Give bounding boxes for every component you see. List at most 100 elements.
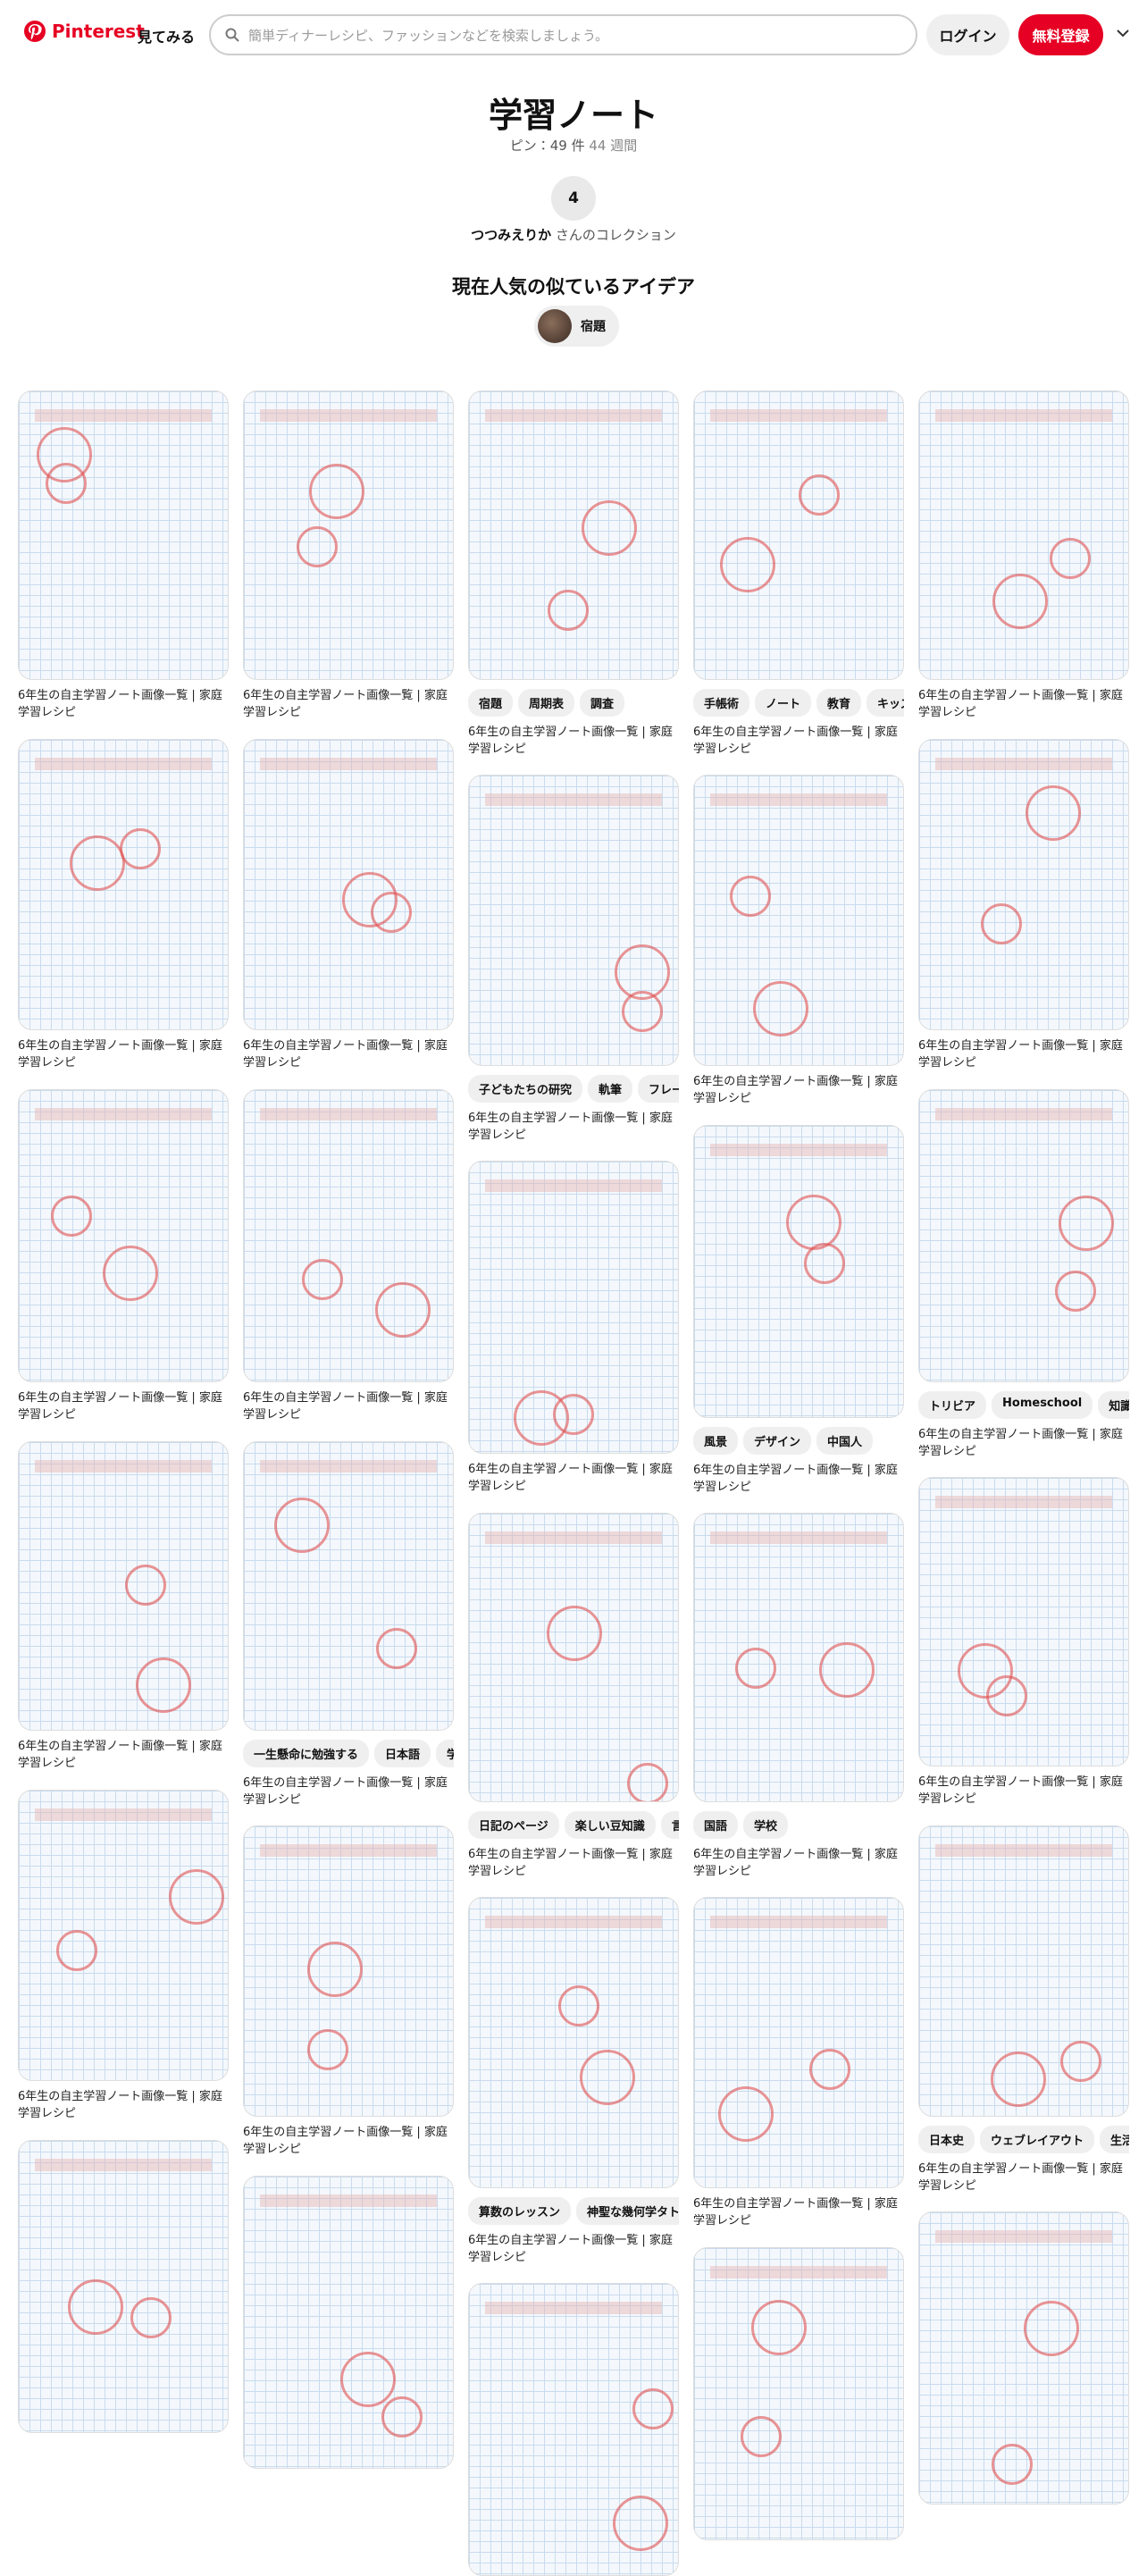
- tag-chip[interactable]: フレーズ: [638, 1075, 679, 1103]
- pin-image[interactable]: [918, 1089, 1129, 1382]
- pin-image[interactable]: [468, 1161, 679, 1454]
- pin[interactable]: 算数のレッスン神聖な幾何学タトゥ 6年生の自主学習ノート画像一覧 | 家庭学習レシ…: [468, 1897, 679, 2266]
- pin-image[interactable]: [18, 1089, 229, 1382]
- logo[interactable]: Pinterest: [23, 20, 145, 43]
- pin-image[interactable]: [468, 390, 679, 680]
- pin-image[interactable]: [693, 1897, 904, 2188]
- pin-image[interactable]: [918, 739, 1129, 1030]
- pin-image[interactable]: [18, 390, 229, 680]
- pin[interactable]: 日本史ウェブレイアウト生活の 6年生の自主学習ノート画像一覧 | 家庭学習レシピ: [918, 1825, 1129, 2194]
- pin[interactable]: 6年生の自主学習ノート画像一覧 | 家庭学習レシピ: [243, 1089, 454, 1423]
- pin-image[interactable]: [693, 1125, 904, 1418]
- pin-image[interactable]: [468, 1897, 679, 2188]
- tag-chip[interactable]: 算数のレッスン: [468, 2197, 572, 2225]
- pin[interactable]: [693, 2247, 904, 2540]
- search-box[interactable]: 簡単ディナーレシピ、ファッションなどを検索しましょう。: [209, 14, 917, 55]
- pin[interactable]: 6年生の自主学習ノート画像一覧 | 家庭学習レシピ: [243, 390, 454, 721]
- notebook-heading: [710, 409, 887, 422]
- tag-chip[interactable]: 知識: [1098, 1391, 1129, 1419]
- pin[interactable]: [18, 2140, 229, 2433]
- signup-button[interactable]: 無料登録: [1018, 14, 1103, 55]
- pin[interactable]: 6年生の自主学習ノート画像一覧 | 家庭学習レシピ: [693, 1897, 904, 2229]
- pin[interactable]: 6年生の自主学習ノート画像一覧 | 家庭学習レシピ: [18, 390, 229, 721]
- pin[interactable]: トリビア Homeschool 知識 6年生の自主学習ノート画像一覧 | 家庭学習レシ…: [918, 1089, 1129, 1460]
- pin[interactable]: 手帳術ノート教育キッズ 6年生の自主学習ノート画像一覧 | 家庭学習レシピ: [693, 390, 904, 758]
- tag-chip[interactable]: 風景: [693, 1427, 739, 1455]
- tag-chip[interactable]: ノート: [755, 689, 812, 717]
- pin-image[interactable]: [243, 1441, 454, 1731]
- pin[interactable]: 6年生の自主学習ノート画像一覧 | 家庭学習レシピ: [18, 1441, 229, 1772]
- pin-image[interactable]: [18, 2140, 229, 2433]
- tag-chip[interactable]: Homeschool: [992, 1391, 1093, 1419]
- pin-image[interactable]: [693, 1513, 904, 1802]
- login-button[interactable]: ログイン: [926, 14, 1009, 55]
- pin[interactable]: [468, 2283, 679, 2576]
- pin-image[interactable]: [18, 1441, 229, 1731]
- pin[interactable]: [918, 2211, 1129, 2505]
- tag-chip[interactable]: 手帳術: [693, 689, 750, 717]
- tag-chip[interactable]: 言語: [660, 1811, 679, 1839]
- idea-chip[interactable]: 宿題: [534, 306, 619, 347]
- pin[interactable]: 宿題 周期表 調査 6年生の自主学習ノート画像一覧 | 家庭学習レシピ: [468, 390, 679, 758]
- pin-image[interactable]: [918, 2211, 1129, 2505]
- notebook-heading: [35, 409, 212, 422]
- pin[interactable]: 6年生の自主学習ノート画像一覧 | 家庭学習レシピ: [18, 1089, 229, 1423]
- tag-chip[interactable]: 中国人: [816, 1427, 874, 1455]
- tag-chip[interactable]: 日本語: [374, 1740, 431, 1767]
- menu-chevron[interactable]: [1115, 25, 1131, 41]
- explore-link[interactable]: 見てみる: [138, 29, 196, 46]
- pin-image[interactable]: [468, 1513, 679, 1802]
- pin[interactable]: 6年生の自主学習ノート画像一覧 | 家庭学習レシピ: [18, 1790, 229, 2122]
- pin[interactable]: 6年生の自主学習ノート画像一覧 | 家庭学習レシピ: [918, 1477, 1129, 1808]
- pin-image[interactable]: [468, 2283, 679, 2576]
- pin[interactable]: 6年生の自主学習ノート画像一覧 | 家庭学習レシピ: [243, 1825, 454, 2158]
- pin[interactable]: 6年生の自主学習ノート画像一覧 | 家庭学習レシピ: [18, 739, 229, 1071]
- pin[interactable]: 国語 学校 6年生の自主学習ノート画像一覧 | 家庭学習レシピ: [693, 1513, 904, 1880]
- tag-chip[interactable]: 軌筆: [588, 1075, 633, 1103]
- pin[interactable]: 日記のページ楽しい豆知識言語 6年生の自主学習ノート画像一覧 | 家庭学習レシピ: [468, 1513, 679, 1880]
- tag-chip[interactable]: 教育: [816, 689, 862, 717]
- pin-image[interactable]: [468, 775, 679, 1066]
- pin[interactable]: 一生懸命に勉強する日本語学習 6年生の自主学習ノート画像一覧 | 家庭学習レシピ: [243, 1441, 454, 1808]
- tag-chip[interactable]: デザイン: [743, 1427, 812, 1455]
- pin-image[interactable]: [693, 390, 904, 680]
- tag-chip[interactable]: キッズ: [867, 689, 904, 717]
- tag-chip[interactable]: 生活の: [1100, 2126, 1129, 2153]
- tag-chip[interactable]: 日記のページ: [468, 1811, 559, 1839]
- pin-image[interactable]: [243, 1089, 454, 1382]
- pin-image[interactable]: [243, 390, 454, 680]
- tag-chip[interactable]: 周期表: [518, 689, 575, 717]
- tag-chip[interactable]: 日本史: [918, 2126, 975, 2153]
- tag-chip[interactable]: 学校: [743, 1811, 789, 1839]
- pin[interactable]: 6年生の自主学習ノート画像一覧 | 家庭学習レシピ: [468, 1161, 679, 1495]
- tag-chip[interactable]: 学習: [436, 1740, 454, 1767]
- pin[interactable]: 6年生の自主学習ノート画像一覧 | 家庭学習レシピ: [243, 739, 454, 1071]
- pin[interactable]: 6年生の自主学習ノート画像一覧 | 家庭学習レシピ: [918, 739, 1129, 1071]
- pin-image[interactable]: [18, 1790, 229, 2081]
- pin-image[interactable]: [918, 390, 1129, 680]
- pin-image[interactable]: [918, 1477, 1129, 1766]
- pin-image[interactable]: [18, 739, 229, 1030]
- tag-chip[interactable]: 楽しい豆知識: [564, 1811, 656, 1839]
- pin[interactable]: 6年生の自主学習ノート画像一覧 | 家庭学習レシピ: [693, 775, 904, 1107]
- tag-chip[interactable]: トリビア: [918, 1391, 987, 1419]
- pin[interactable]: 6年生の自主学習ノート画像一覧 | 家庭学習レシピ: [918, 390, 1129, 721]
- tag-chip[interactable]: 宿題: [468, 689, 514, 717]
- pin-image[interactable]: [243, 1825, 454, 2117]
- pin[interactable]: [243, 2176, 454, 2469]
- pin-image[interactable]: [918, 1825, 1129, 2117]
- tag-chip[interactable]: ウェブレイアウト: [980, 2126, 1095, 2153]
- tag-chip[interactable]: 調査: [580, 689, 625, 717]
- pin[interactable]: 風景 デザイン 中国人 6年生の自主学習ノート画像一覧 | 家庭学習レシピ: [693, 1125, 904, 1496]
- tag-chip[interactable]: 国語: [693, 1811, 739, 1839]
- pin-image[interactable]: [693, 775, 904, 1066]
- pin-image[interactable]: [243, 739, 454, 1030]
- pin[interactable]: 子どもたちの研究軌筆フレーズ 6年生の自主学習ノート画像一覧 | 家庭学習レシピ: [468, 775, 679, 1144]
- pin-image[interactable]: [243, 2176, 454, 2469]
- owner-name[interactable]: つつみえりか: [471, 227, 552, 243]
- tag-chip[interactable]: 一生懸命に勉強する: [243, 1740, 370, 1767]
- pin-image[interactable]: [693, 2247, 904, 2540]
- tag-chip[interactable]: 子どもたちの研究: [468, 1075, 583, 1103]
- tag-chip[interactable]: 神聖な幾何学タトゥ: [576, 2197, 679, 2225]
- collaborator-count[interactable]: 4: [551, 176, 596, 221]
